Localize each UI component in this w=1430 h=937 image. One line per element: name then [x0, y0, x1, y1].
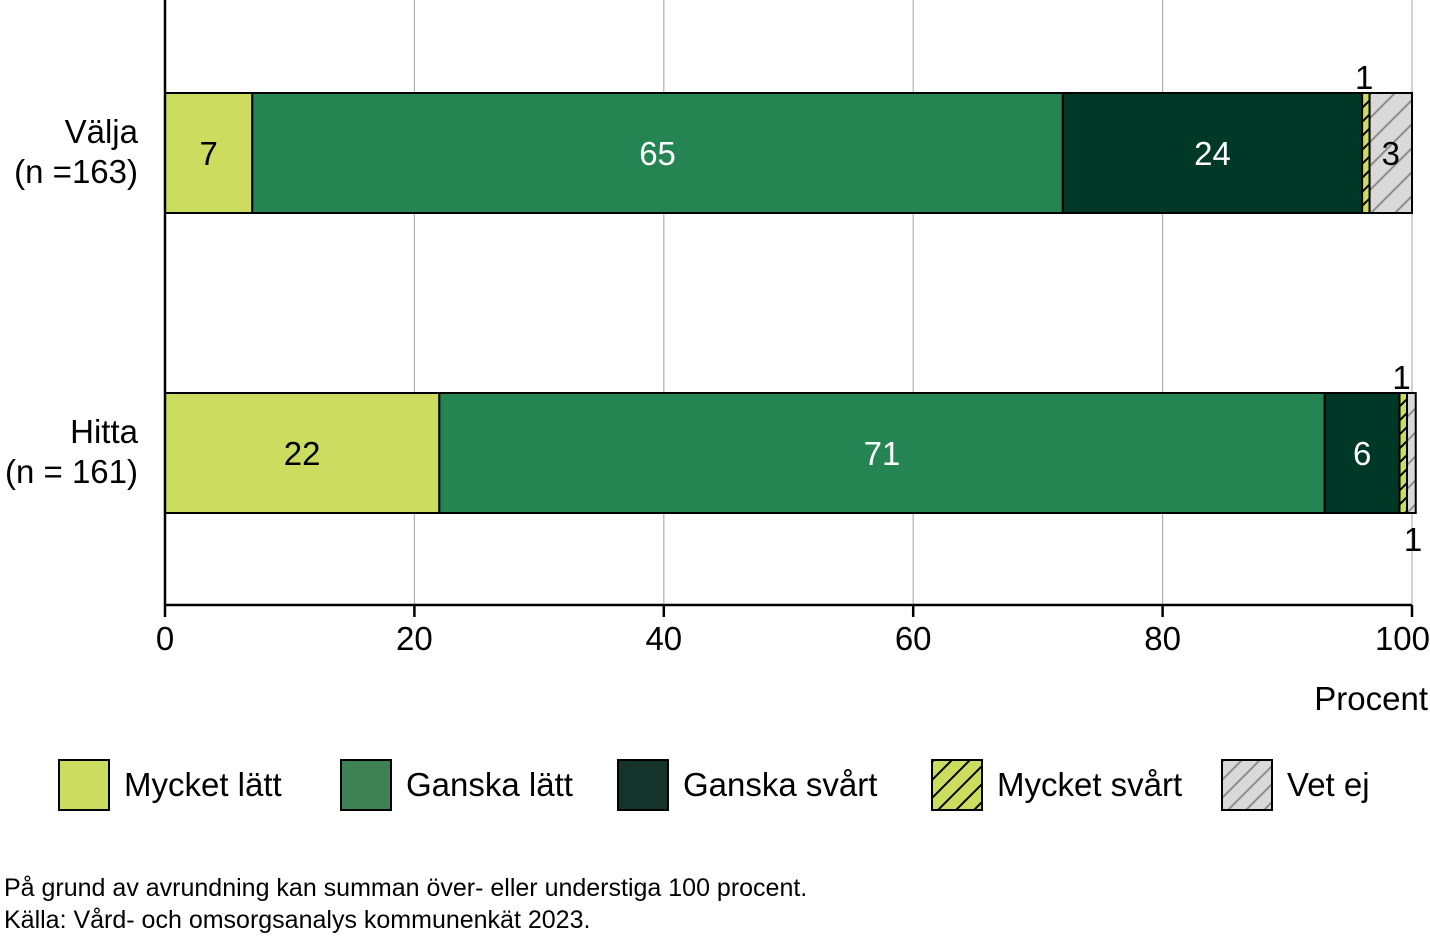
x-tick-label: 40 — [645, 620, 682, 657]
legend-label: Mycket lätt — [124, 766, 282, 803]
x-axis-label: Procent — [1314, 680, 1428, 717]
legend-swatch — [340, 759, 392, 811]
bar-segment — [438, 392, 1326, 514]
legend: Mycket lätt Ganska lätt Ganska svårt Myc… — [0, 757, 1430, 817]
category-label: (n =163) — [14, 153, 138, 190]
legend-item-vet-ej: Vet ej — [1221, 757, 1370, 813]
category-label: Hitta — [70, 413, 139, 450]
data-label: 1 — [1404, 521, 1422, 558]
bar-segment — [164, 392, 441, 514]
data-label: 6 — [1353, 435, 1371, 472]
category-label: (n = 161) — [5, 453, 138, 490]
legend-label: Ganska lätt — [406, 766, 573, 803]
data-label: 1 — [1392, 359, 1410, 396]
data-label: 7 — [199, 135, 217, 172]
bar-segment — [1323, 392, 1401, 514]
data-label: 71 — [864, 435, 901, 472]
legend-item-mycket-latt: Mycket lätt — [58, 757, 282, 813]
bar-segment — [1398, 392, 1409, 514]
bar-segment — [251, 92, 1064, 214]
data-label: 65 — [639, 135, 676, 172]
data-label: 22 — [284, 435, 321, 472]
x-tick-label: 60 — [895, 620, 932, 657]
legend-swatch — [617, 759, 669, 811]
legend-swatch — [931, 759, 983, 811]
source-note: Källa: Vård- och omsorgsanalys kommunenk… — [4, 906, 591, 934]
bar-segment — [1361, 92, 1371, 214]
x-tick-label: 100 — [1375, 620, 1430, 657]
legend-item-ganska-latt: Ganska lätt — [340, 757, 573, 813]
bar-segment — [164, 92, 254, 214]
footnotes: På grund av avrundning kan summan över- … — [4, 872, 807, 936]
x-tick-label: 20 — [396, 620, 433, 657]
bars — [164, 92, 1417, 514]
data-label: 1 — [1355, 59, 1373, 96]
axes: 0 20 40 60 80 100 Procent Välja(n =163) Hitta(n … — [5, 0, 1430, 717]
legend-swatch — [1221, 759, 1273, 811]
hatch-pattern-icon — [933, 761, 981, 809]
data-label: 3 — [1382, 135, 1400, 172]
bar-segment — [1061, 92, 1364, 214]
hatch-pattern-icon — [1223, 761, 1271, 809]
data-label: 24 — [1194, 135, 1231, 172]
legend-label: Vet ej — [1287, 766, 1370, 803]
bar-segment — [1406, 392, 1417, 514]
gridlines — [413, 0, 1413, 605]
legend-label: Mycket svårt — [997, 766, 1183, 803]
bar-segment — [1368, 92, 1414, 214]
x-tick-label: 80 — [1144, 620, 1181, 657]
rounding-note: På grund av avrundning kan summan över- … — [4, 874, 808, 902]
category-label: Välja — [65, 113, 139, 150]
legend-swatch — [58, 759, 110, 811]
x-tick-label: 0 — [156, 620, 174, 657]
legend-item-mycket-svart: Mycket svårt — [931, 757, 1182, 813]
stacked-bar-chart: 0 20 40 60 80 100 Procent Välja(n =163) Hitta(n … — [5, 0, 1430, 717]
data-labels: 7 65 24 1 3 22 71 6 1 1 — [199, 59, 1422, 558]
legend-label: Ganska svårt — [683, 766, 878, 803]
legend-item-ganska-svart: Ganska svårt — [617, 757, 877, 813]
